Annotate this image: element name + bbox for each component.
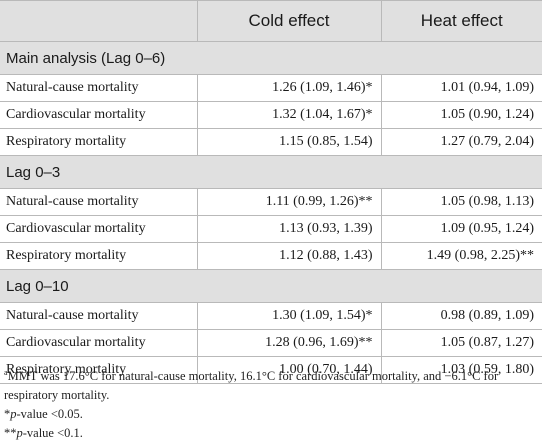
outcome-name: Natural-cause mortality: [0, 302, 198, 330]
footnote-marker: *: [4, 407, 11, 421]
footnote-p01: **p-value <0.1.: [4, 424, 540, 443]
section-title: Lag 0–3: [0, 155, 542, 189]
outcome-name: Cardiovascular mortality: [0, 215, 198, 243]
footnote-p005: *p-value <0.05.: [4, 405, 540, 424]
heat-effect-value: 1.05 (0.87, 1.27): [381, 329, 542, 357]
section-row: Main analysis (Lag 0–6): [0, 41, 542, 75]
section-title: Main analysis (Lag 0–6): [0, 41, 542, 75]
cold-effect-value: 1.00 (0.70, 1.44): [197, 356, 382, 384]
heat-effect-value: 1.05 (0.90, 1.24): [381, 101, 542, 129]
outcome-name: Respiratory mortality: [0, 128, 198, 156]
table-header-row: Cold effect Heat effect: [0, 0, 542, 42]
cold-effect-value: 1.30 (1.09, 1.54)*: [197, 302, 382, 330]
header-cold-effect: Cold effect: [197, 0, 382, 42]
outcome-name: Respiratory mortality: [0, 242, 198, 270]
footnote-marker: a: [4, 368, 8, 377]
table-row: Respiratory mortality 1.12 (0.88, 1.43) …: [0, 242, 542, 270]
heat-effect-value: 1.03 (0.59, 1.80): [381, 356, 542, 384]
table-row: Cardiovascular mortality 1.32 (1.04, 1.6…: [0, 101, 542, 129]
table-row: Natural-cause mortality 1.26 (1.09, 1.46…: [0, 74, 542, 102]
cold-effect-value: 1.11 (0.99, 1.26)**: [197, 188, 382, 216]
footnote-p-italic: p: [16, 426, 23, 440]
section-title: Lag 0–10: [0, 269, 542, 303]
header-heat-effect: Heat effect: [381, 0, 542, 42]
table-row: Natural-cause mortality 1.11 (0.99, 1.26…: [0, 188, 542, 216]
cold-effect-value: 1.28 (0.96, 1.69)**: [197, 329, 382, 357]
cold-effect-value: 1.32 (1.04, 1.67)*: [197, 101, 382, 129]
outcome-name: Cardiovascular mortality: [0, 329, 198, 357]
footnote-p-italic: p: [10, 407, 17, 421]
outcome-name: Cardiovascular mortality: [0, 101, 198, 129]
cold-effect-value: 1.26 (1.09, 1.46)*: [197, 74, 382, 102]
heat-effect-value: 0.98 (0.89, 1.09): [381, 302, 542, 330]
outcome-name: Respiratory mortality: [0, 356, 198, 384]
footnote-mmt: aMMT was 17.6°C for natural-cause mortal…: [4, 367, 540, 405]
heat-effect-value: 1.05 (0.98, 1.13): [381, 188, 542, 216]
heat-effect-value: 1.01 (0.94, 1.09): [381, 74, 542, 102]
footnote-text: MMT was 17.6°C for natural-cause mortali…: [4, 369, 499, 402]
section-row: Lag 0–10: [0, 269, 542, 303]
section-row: Lag 0–3: [0, 155, 542, 189]
cold-effect-value: 1.12 (0.88, 1.43): [197, 242, 382, 270]
results-table: Cold effect Heat effect Main analysis (L…: [0, 0, 542, 384]
table-row: Cardiovascular mortality 1.13 (0.93, 1.3…: [0, 215, 542, 243]
outcome-name: Natural-cause mortality: [0, 74, 198, 102]
table-footnotes: aMMT was 17.6°C for natural-cause mortal…: [4, 367, 540, 443]
outcome-name: Natural-cause mortality: [0, 188, 198, 216]
footnote-text: -value <0.05.: [16, 407, 83, 421]
footnote-marker: **: [4, 426, 17, 440]
heat-effect-value: 1.49 (0.98, 2.25)**: [381, 242, 542, 270]
header-blank-cell: [0, 0, 198, 42]
cold-effect-value: 1.13 (0.93, 1.39): [197, 215, 382, 243]
table-row: Natural-cause mortality 1.30 (1.09, 1.54…: [0, 302, 542, 330]
heat-effect-value: 1.27 (0.79, 2.04): [381, 128, 542, 156]
table-row: Cardiovascular mortality 1.28 (0.96, 1.6…: [0, 329, 542, 357]
footnote-text: -value <0.1.: [22, 426, 83, 440]
cold-effect-value: 1.15 (0.85, 1.54): [197, 128, 382, 156]
heat-effect-value: 1.09 (0.95, 1.24): [381, 215, 542, 243]
table-row: Respiratory mortality 1.15 (0.85, 1.54) …: [0, 128, 542, 156]
table-row: Respiratory mortality 1.00 (0.70, 1.44) …: [0, 356, 542, 384]
